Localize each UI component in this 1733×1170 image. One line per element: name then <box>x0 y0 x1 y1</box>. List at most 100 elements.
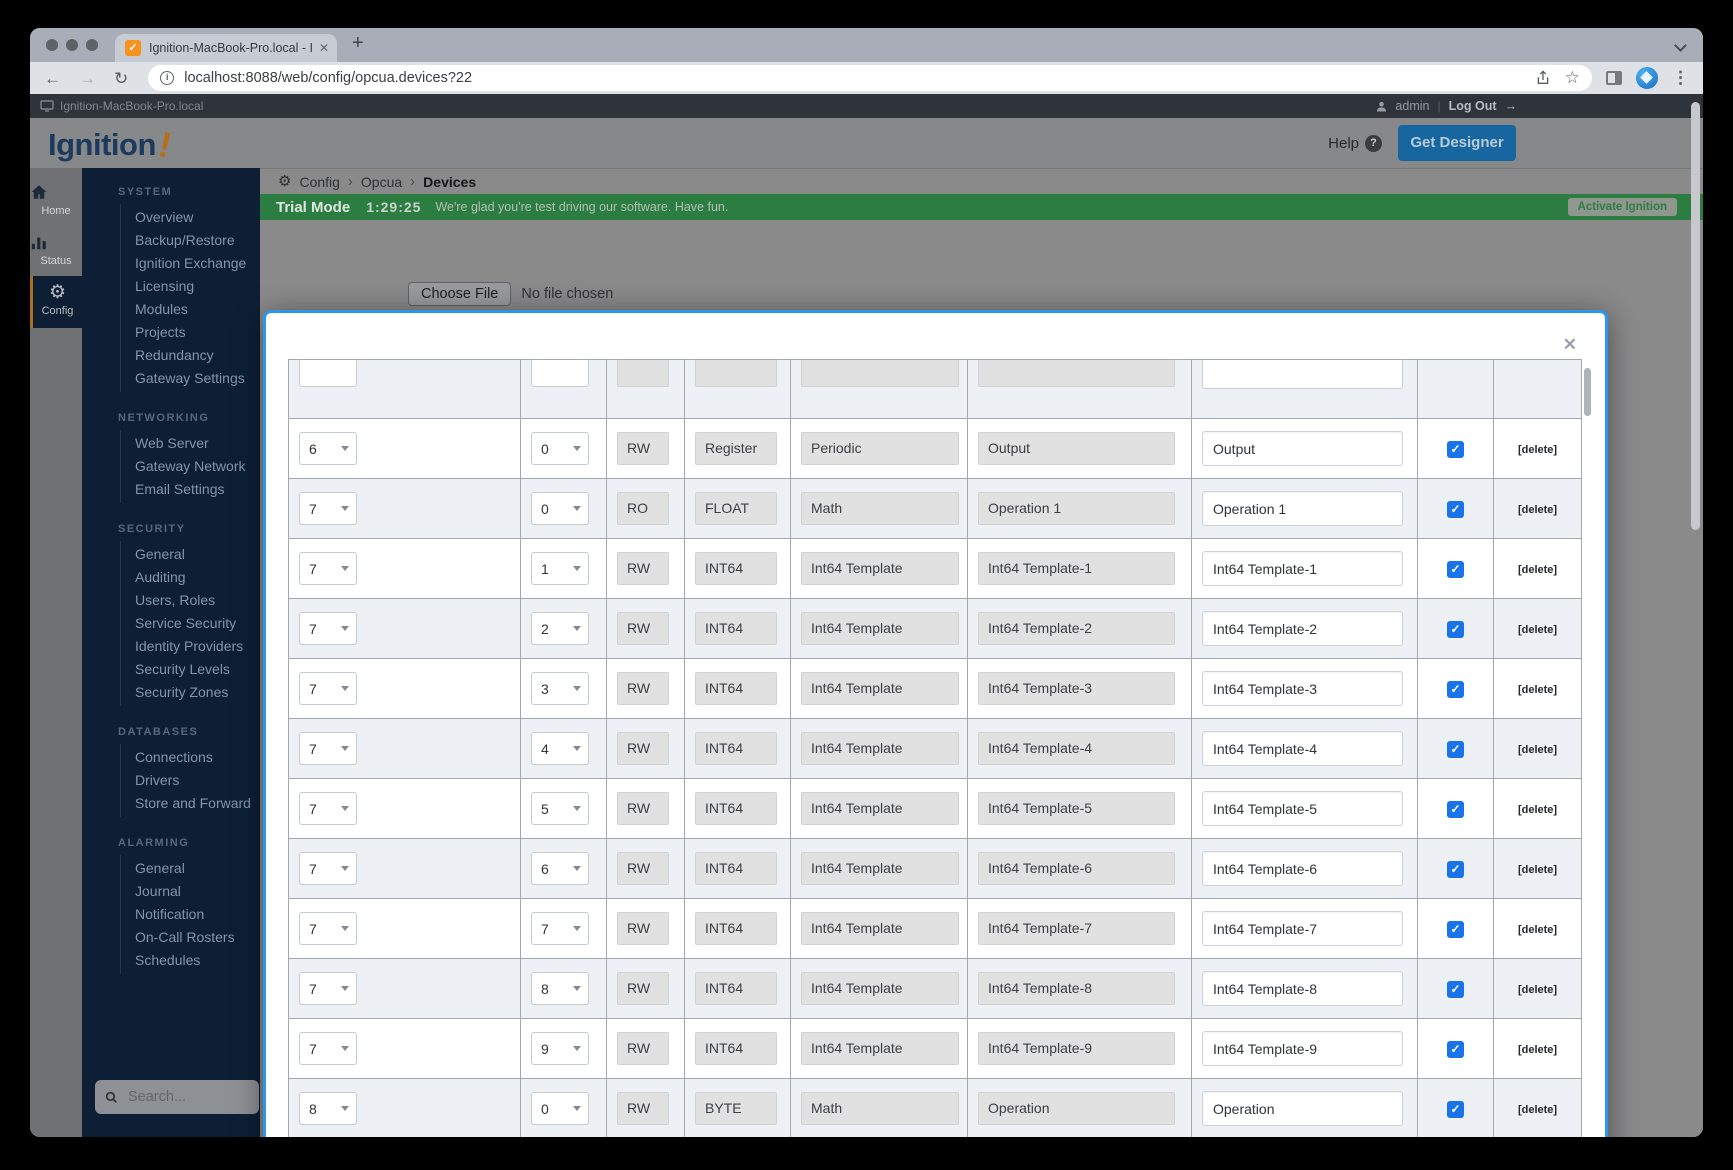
index-select[interactable]: 7 <box>531 912 589 945</box>
delete-link[interactable]: [delete] <box>1517 1103 1558 1116</box>
enabled-checkbox[interactable]: ✓ <box>1447 980 1464 998</box>
name-input[interactable] <box>1202 611 1403 646</box>
close-window-button[interactable] <box>46 39 58 51</box>
name-input[interactable] <box>1202 431 1403 466</box>
index-select[interactable]: 3 <box>531 672 589 705</box>
sidebar-item-web-server[interactable]: Web Server <box>135 435 209 451</box>
sidebar-item-modules[interactable]: Modules <box>135 301 188 317</box>
device-select[interactable]: 7 <box>299 552 357 585</box>
delete-link[interactable]: [delete] <box>1517 443 1558 456</box>
index-select[interactable]: 5 <box>531 792 589 825</box>
breadcrumb-opcua[interactable]: Opcua <box>360 173 403 190</box>
device-select[interactable]: 7 <box>299 732 357 765</box>
tab-close-icon[interactable]: ✕ <box>318 41 329 55</box>
sidebar-item-projects[interactable]: Projects <box>135 324 186 340</box>
index-select[interactable]: 0 <box>531 1092 589 1125</box>
browser-tab[interactable]: ✓ Ignition-MacBook-Pro.local - Ig ✕ <box>115 34 337 62</box>
sidebar-item-general[interactable]: General <box>135 546 185 562</box>
delete-link[interactable]: [delete] <box>1517 503 1558 516</box>
window-controls[interactable] <box>46 39 98 51</box>
delete-link[interactable]: [delete] <box>1517 803 1558 816</box>
delete-link[interactable]: [delete] <box>1517 863 1558 876</box>
enabled-checkbox[interactable]: ✓ <box>1447 560 1464 578</box>
sidebar-item-ignition-exchange[interactable]: Ignition Exchange <box>135 255 247 271</box>
name-input[interactable] <box>1202 851 1403 886</box>
enabled-checkbox[interactable]: ✓ <box>1447 1040 1464 1058</box>
name-input[interactable] <box>1202 551 1403 586</box>
rail-item-config[interactable]: ⚙ Config <box>30 276 82 328</box>
sidebar-item-schedules[interactable]: Schedules <box>135 952 201 968</box>
name-input[interactable] <box>1202 491 1403 526</box>
delete-link[interactable]: [delete] <box>1517 1043 1558 1056</box>
rail-item-status[interactable]: Status <box>30 226 82 276</box>
activate-ignition-button[interactable]: Activate Ignition <box>1567 198 1677 216</box>
logout-link[interactable]: Log Out <box>1448 99 1497 113</box>
sidebar-item-security-zones[interactable]: Security Zones <box>135 684 229 700</box>
enabled-checkbox[interactable]: ✓ <box>1447 440 1464 458</box>
sidebar-item-overview[interactable]: Overview <box>135 209 194 225</box>
device-select[interactable]: 7 <box>299 492 357 525</box>
sidebar-item-email-settings[interactable]: Email Settings <box>135 481 225 497</box>
device-select[interactable]: 7 <box>299 1032 357 1065</box>
rail-item-home[interactable]: Home <box>30 176 82 226</box>
sidebar-item-on-call-rosters[interactable]: On-Call Rosters <box>135 929 235 945</box>
enabled-checkbox[interactable]: ✓ <box>1447 680 1464 698</box>
name-input[interactable] <box>1202 671 1403 706</box>
delete-link[interactable]: [delete] <box>1517 743 1558 756</box>
index-select[interactable]: 6 <box>531 852 589 885</box>
sidebar-item-gateway-settings[interactable]: Gateway Settings <box>135 370 245 386</box>
device-select[interactable]: 7 <box>299 912 357 945</box>
modal-scrollbar[interactable] <box>1584 368 1591 416</box>
sidebar-item-identity-providers[interactable]: Identity Providers <box>135 638 244 654</box>
breadcrumb-config[interactable]: Config <box>299 173 340 190</box>
index-select[interactable]: 8 <box>531 972 589 1005</box>
help-icon[interactable]: ? <box>1365 134 1382 152</box>
delete-link[interactable]: [delete] <box>1517 683 1558 696</box>
delete-link[interactable]: [delete] <box>1517 623 1558 636</box>
sidebar-item-users-roles[interactable]: Users, Roles <box>135 592 216 608</box>
device-select[interactable]: 7 <box>299 792 357 825</box>
minimize-window-button[interactable] <box>66 39 78 51</box>
sidebar-item-security-levels[interactable]: Security Levels <box>135 661 230 677</box>
index-select[interactable]: 4 <box>531 732 589 765</box>
index-select[interactable]: 2 <box>531 612 589 645</box>
name-input[interactable] <box>1202 731 1403 766</box>
delete-link[interactable]: [delete] <box>1517 983 1558 996</box>
choose-file-button[interactable]: Choose File <box>408 282 512 306</box>
page-info-icon[interactable]: i <box>160 71 175 85</box>
reload-button[interactable]: ↻ <box>114 68 129 88</box>
back-button[interactable]: ← <box>44 68 61 88</box>
name-input[interactable] <box>1202 971 1403 1006</box>
forward-button[interactable]: → <box>79 68 96 88</box>
url-text[interactable]: localhost:8088/web/config/opcua.devices?… <box>184 70 473 86</box>
search-input[interactable] <box>126 1088 236 1106</box>
extension-logo-icon[interactable] <box>1636 67 1658 89</box>
delete-link[interactable]: [delete] <box>1517 563 1558 576</box>
sidebar-item-journal[interactable]: Journal <box>135 883 181 899</box>
enabled-checkbox[interactable]: ✓ <box>1447 1100 1464 1118</box>
maximize-window-button[interactable] <box>86 39 98 51</box>
index-select[interactable]: 0 <box>531 432 589 465</box>
address-bar[interactable]: i localhost:8088/web/config/opcua.device… <box>148 65 1592 91</box>
device-select[interactable]: 6 <box>299 432 357 465</box>
sidebar-item-auditing[interactable]: Auditing <box>135 569 186 585</box>
name-input[interactable] <box>1202 791 1403 826</box>
index-select[interactable]: 0 <box>531 492 589 525</box>
share-icon[interactable] <box>1535 70 1551 86</box>
name-input[interactable] <box>1202 911 1403 946</box>
new-tab-button[interactable]: + <box>352 32 364 54</box>
enabled-checkbox[interactable]: ✓ <box>1447 800 1464 818</box>
sidebar-item-store-and-forward[interactable]: Store and Forward <box>135 795 251 811</box>
enabled-checkbox[interactable]: ✓ <box>1447 860 1464 878</box>
enabled-checkbox[interactable]: ✓ <box>1447 500 1464 518</box>
bookmark-star-icon[interactable]: ☆ <box>1564 68 1580 87</box>
sidebar-item-gateway-network[interactable]: Gateway Network <box>135 458 246 474</box>
sidebar-item-notification[interactable]: Notification <box>135 906 205 922</box>
sidebar-item-backup-restore[interactable]: Backup/Restore <box>135 232 235 248</box>
device-select[interactable]: 7 <box>299 852 357 885</box>
index-select[interactable]: 1 <box>531 552 589 585</box>
name-input[interactable] <box>1202 1031 1403 1066</box>
sidebar-item-service-security[interactable]: Service Security <box>135 615 237 631</box>
sidebar-item-drivers[interactable]: Drivers <box>135 772 180 788</box>
browser-menu-icon[interactable]: ⋮ <box>1672 68 1689 87</box>
